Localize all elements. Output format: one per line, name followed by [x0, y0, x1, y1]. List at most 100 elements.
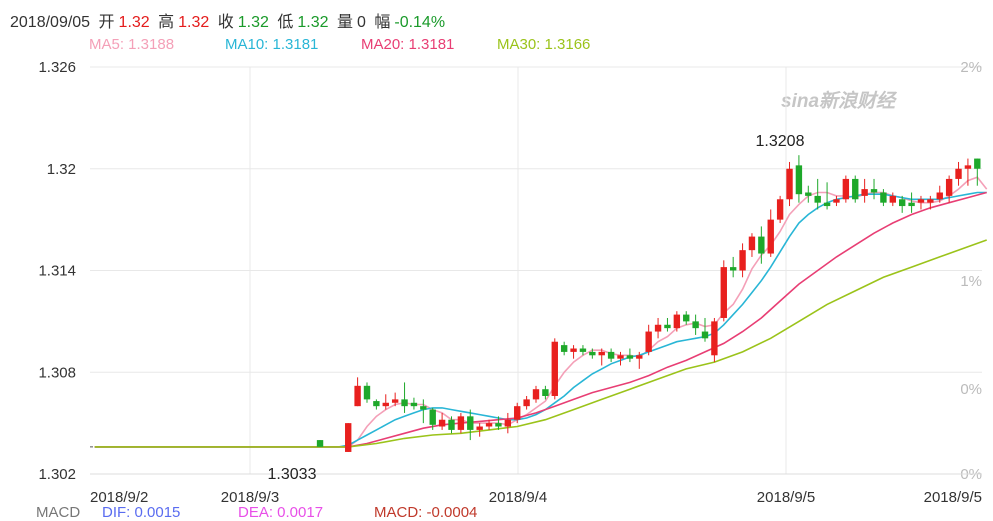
- candle-body: [767, 219, 774, 254]
- candle-body: [786, 168, 793, 200]
- candle-body: [551, 341, 558, 396]
- candle-body: [570, 348, 577, 352]
- candle-body: [917, 199, 925, 203]
- candle-body: [532, 389, 540, 400]
- ma5-line: [94, 176, 988, 448]
- candle-body: [720, 267, 727, 318]
- candle-body: [654, 324, 662, 332]
- candle-body: [814, 195, 821, 203]
- candle-body: [729, 267, 737, 271]
- candle-body: [739, 250, 746, 271]
- low-label: 低: [277, 14, 294, 31]
- open-value: 1.32: [118, 14, 150, 31]
- candle-body: [457, 416, 465, 430]
- high-value: 1.32: [178, 14, 210, 31]
- volume-value: 0: [356, 14, 366, 31]
- macd-dif: DIF: 0.0015: [102, 504, 181, 521]
- candle-body: [645, 331, 652, 352]
- close-value: 1.32: [237, 14, 269, 31]
- x-tick-label: 2018/9/4: [489, 489, 547, 506]
- candle-body: [636, 355, 643, 359]
- candle-body: [974, 158, 981, 169]
- y-tick-label: 1.32: [47, 161, 76, 178]
- pct-tick-label: 1%: [960, 273, 982, 290]
- volume-label: 量: [336, 14, 353, 31]
- candle-body: [711, 321, 718, 356]
- candle-body: [382, 402, 389, 407]
- pct-tick-label: 2%: [960, 59, 982, 76]
- candle-body: [401, 399, 408, 407]
- candle-body: [861, 189, 868, 196]
- candle-body: [485, 423, 493, 427]
- candle-body: [617, 355, 624, 359]
- candle-body: [579, 348, 587, 352]
- candle-body: [758, 236, 765, 254]
- candle-body: [429, 409, 436, 425]
- candle-body: [354, 385, 361, 407]
- pct-tick-label: 0%: [960, 381, 982, 398]
- ma20-legend: MA20: 1.3181: [361, 36, 455, 53]
- candle-body: [880, 192, 887, 203]
- candle-body: [373, 401, 380, 407]
- change-label: 幅: [374, 14, 391, 31]
- x-tick-label: 2018/9/5: [757, 489, 815, 506]
- candle-body: [664, 324, 671, 329]
- candle-body: [420, 406, 427, 410]
- candle-body: [908, 202, 915, 207]
- y-tick-label: 1.308: [38, 364, 76, 381]
- macd-value: MACD: -0.0004: [374, 504, 478, 521]
- candle-body: [842, 178, 850, 200]
- candle-body: [748, 236, 756, 251]
- candle-body: [852, 178, 859, 200]
- candle-body: [345, 423, 352, 452]
- ma30-legend: MA30: 1.3166: [497, 36, 591, 53]
- candle-body: [898, 199, 906, 207]
- y-tick-label: 1.314: [38, 263, 76, 280]
- close-label: 收: [217, 14, 234, 31]
- candle-body: [504, 419, 512, 427]
- candle-body: [889, 195, 896, 203]
- candle-body: [607, 351, 615, 359]
- candle-body: [870, 189, 878, 193]
- candle-body: [805, 192, 812, 196]
- candle-body: [542, 389, 549, 396]
- candle-body: [673, 314, 681, 329]
- candle-body: [945, 178, 953, 196]
- candle-body: [448, 419, 455, 430]
- ma5-legend: MA5: 1.3188: [89, 36, 175, 53]
- y-tick-label: 1.326: [38, 59, 76, 76]
- x-tick-label: 2018/9/2: [90, 489, 148, 506]
- candle-body: [927, 199, 934, 203]
- candle-body: [495, 423, 502, 427]
- y-tick-label: 1.302: [38, 466, 76, 483]
- change-value: -0.14%: [394, 14, 446, 31]
- candle-body: [692, 321, 699, 329]
- candle-body: [776, 199, 784, 220]
- candle-body: [467, 416, 474, 430]
- candle-body: [964, 165, 972, 169]
- max-price-label: 1.3208: [756, 133, 805, 150]
- x-tick-label: 2018/9/3: [221, 489, 279, 506]
- candle-body: [626, 355, 634, 359]
- candle-body: [363, 385, 371, 400]
- x-tick-label: 2018/9/5: [924, 489, 982, 506]
- quote-date: 2018/09/05: [10, 14, 91, 31]
- candle-body: [476, 426, 483, 430]
- high-label: 高: [158, 14, 175, 31]
- candle-body: [955, 168, 962, 179]
- macd-title: MACD: [36, 504, 81, 521]
- ma10-line: [94, 191, 987, 448]
- candle-body: [391, 399, 399, 403]
- open-label: 开: [98, 14, 115, 31]
- candle-body: [701, 331, 709, 339]
- ma20-line: [94, 191, 987, 448]
- candle-body: [523, 399, 530, 407]
- candle-body: [795, 165, 803, 195]
- candle-body: [823, 202, 831, 207]
- candle-body: [683, 314, 690, 322]
- candle-body: [833, 199, 840, 203]
- candle-body: [410, 402, 418, 407]
- min-price-label: 1.3033: [268, 466, 317, 483]
